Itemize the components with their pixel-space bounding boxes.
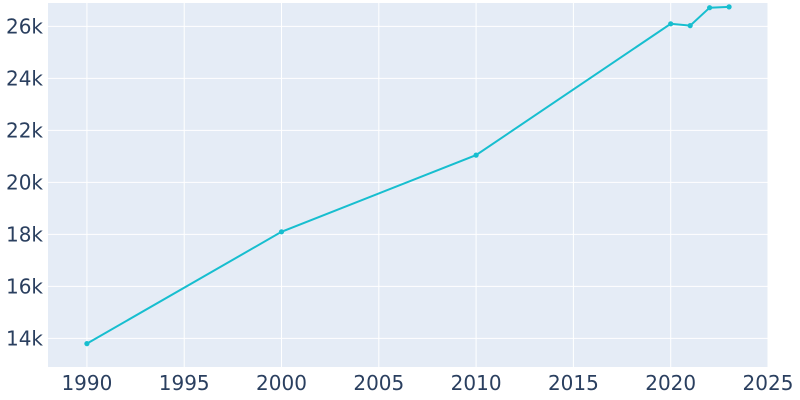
x-tick-label: 2010 bbox=[451, 371, 502, 395]
y-tick-label: 16k bbox=[6, 274, 43, 298]
y-tick-label: 24k bbox=[6, 66, 43, 90]
x-tick-label: 2000 bbox=[256, 371, 307, 395]
data-point[interactable] bbox=[726, 4, 732, 10]
x-tick-label: 2015 bbox=[548, 371, 599, 395]
y-gridlines bbox=[48, 25, 768, 339]
plot-area bbox=[48, 3, 768, 367]
y-tick-label: 14k bbox=[6, 326, 43, 350]
data-point[interactable] bbox=[707, 5, 713, 11]
data-point[interactable] bbox=[278, 229, 285, 235]
y-tick-label: 26k bbox=[6, 14, 43, 38]
x-tick-label: 1990 bbox=[61, 371, 112, 395]
y-tick-label: 20k bbox=[6, 170, 43, 194]
y-tick-label: 18k bbox=[6, 222, 43, 246]
data-point[interactable] bbox=[668, 21, 674, 27]
y-axis: 14k 16k 18k 20k 22k 24k 26k bbox=[6, 14, 43, 350]
x-tick-label: 2005 bbox=[353, 371, 404, 395]
x-tick-label: 2020 bbox=[645, 371, 696, 395]
data-point[interactable] bbox=[473, 152, 479, 158]
data-point[interactable] bbox=[84, 341, 90, 347]
y-tick-label: 22k bbox=[6, 118, 43, 142]
x-axis: 1990 1995 2000 2005 2010 2015 2020 2025 bbox=[61, 371, 793, 395]
x-tick-label: 2025 bbox=[743, 371, 794, 395]
x-tick-label: 1995 bbox=[159, 371, 210, 395]
x-gridlines bbox=[86, 3, 769, 367]
data-point[interactable] bbox=[687, 23, 693, 29]
series-layer bbox=[84, 4, 732, 347]
